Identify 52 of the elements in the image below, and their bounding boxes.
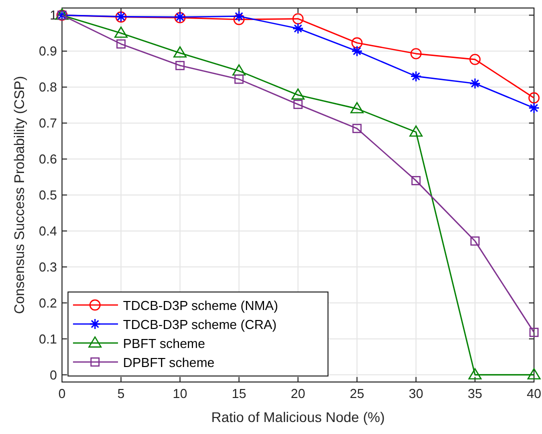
y-tick-label: 0.3: [38, 259, 57, 274]
y-axis-title: Consensus Success Probability (CSP): [11, 76, 27, 314]
legend-label: TDCB-D3P scheme (NMA): [123, 298, 278, 313]
y-tick-label: 0.4: [38, 223, 57, 238]
point: [173, 46, 187, 58]
y-tick-label: 0.8: [38, 80, 57, 95]
x-tick-label: 30: [408, 386, 424, 401]
point: [234, 74, 244, 84]
point: [351, 37, 363, 48]
point: [529, 328, 539, 337]
point: [114, 26, 128, 38]
y-tick-label: 0: [50, 367, 57, 382]
y-tick-label: 0.7: [38, 116, 57, 131]
point: [352, 124, 362, 134]
y-tick-label: 0.2: [38, 295, 57, 310]
point: [351, 45, 363, 57]
point: [291, 88, 305, 100]
point: [293, 100, 303, 109]
x-tick-label: 25: [350, 386, 364, 401]
x-tick-label: 40: [526, 386, 542, 401]
point: [469, 54, 481, 66]
point: [469, 78, 481, 90]
point: [470, 236, 480, 246]
point: [411, 176, 421, 186]
legend-label: DPBFT scheme: [123, 355, 215, 370]
legend-label: PBFT scheme: [123, 336, 206, 351]
x-tick-label: 35: [468, 386, 482, 401]
x-tick-label: 15: [232, 386, 246, 401]
point: [116, 39, 126, 49]
y-tick-label: 0.1: [38, 331, 57, 346]
point: [528, 102, 540, 114]
point: [527, 368, 541, 380]
y-tick-label: 0.5: [38, 188, 57, 202]
x-tick-label: 20: [290, 386, 306, 401]
point: [292, 13, 304, 24]
x-tick-label: 10: [172, 386, 188, 401]
legend-label: TDCB-D3P scheme (CRA): [123, 317, 277, 332]
y-tick-label: 1: [50, 8, 57, 23]
point: [350, 102, 364, 114]
y-tick-label: 0.9: [38, 44, 57, 59]
point: [233, 10, 245, 22]
point: [528, 92, 540, 104]
point: [175, 60, 185, 70]
point: [292, 22, 304, 34]
y-tick-label: 0.6: [38, 152, 57, 167]
point: [409, 125, 423, 137]
x-tick-label: 5: [117, 386, 125, 401]
point: [233, 14, 245, 26]
point: [410, 70, 422, 82]
x-axis-title: Ratio of Malicious Node (%): [211, 409, 385, 425]
point: [410, 48, 422, 60]
point: [468, 368, 482, 380]
